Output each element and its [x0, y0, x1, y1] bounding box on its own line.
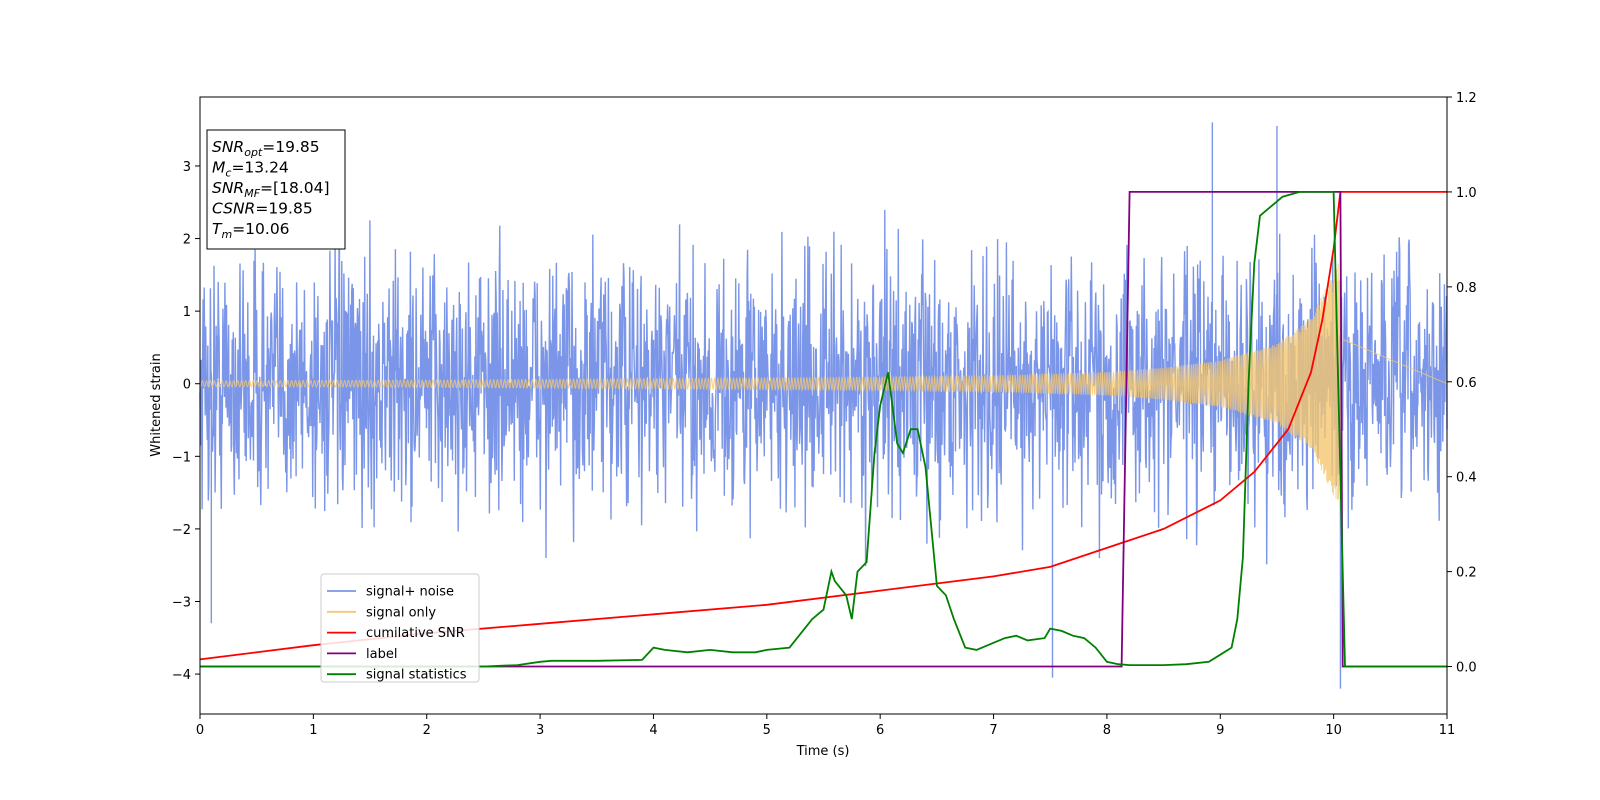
y2-axis-ticks: 0.0 0.2 0.4 0.6 0.8 1.0 1.2: [1447, 91, 1477, 676]
legend-label: label: [366, 647, 397, 662]
x-tick-label: 8: [1103, 723, 1111, 738]
y-tick-label: −3: [172, 595, 191, 610]
y2-tick-label: 0.4: [1456, 471, 1477, 486]
signal-only-series-line: [199, 264, 1448, 500]
y-tick-label: −1: [172, 450, 191, 465]
right-axis-series-layer: [199, 190, 1447, 668]
y2-tick-label: 0.8: [1456, 281, 1477, 296]
y-tick-label: 0: [183, 378, 191, 393]
annotation-line: Tm=10.06: [212, 220, 290, 241]
x-tick-label: 1: [309, 723, 317, 738]
x-axis-label: Time (s): [796, 744, 850, 759]
cumilative-snr-series-line: [199, 190, 1447, 661]
legend-label: signal+ noise: [366, 585, 454, 600]
x-axis-ticks: 0 1 2 3 4 5 6 7 8 9 10 11: [196, 714, 1455, 738]
y-tick-label: 1: [183, 305, 191, 320]
annotation-line: SNRopt=19.85: [212, 138, 320, 159]
legend-label: signal only: [366, 605, 436, 620]
y-tick-label: 2: [183, 233, 191, 248]
legend-label: cumilative SNR: [366, 626, 465, 641]
annotation-line: CSNR=19.85: [212, 200, 313, 218]
x-tick-label: 6: [876, 723, 884, 738]
annotation-box: SNRopt=19.85Mc=13.24SNRMF=[18.04]CSNR=19…: [206, 129, 346, 250]
y-tick-label: −4: [172, 668, 191, 683]
annotation-line: Mc=13.24: [212, 159, 289, 180]
signal-only-series-layer: [199, 264, 1448, 500]
y2-tick-label: 0.0: [1456, 661, 1477, 676]
plot-area-frame: [199, 96, 1448, 715]
x-tick-label: 5: [763, 723, 771, 738]
y-axis-ticks: −4 −3 −2 −1 0 1 2 3: [172, 160, 200, 683]
x-tick-label: 11: [1439, 723, 1456, 738]
x-tick-label: 0: [196, 723, 204, 738]
x-tick-label: 2: [423, 723, 431, 738]
y-tick-label: −2: [172, 523, 191, 538]
y-axis-label: Whitened strain: [149, 353, 164, 456]
x-tick-label: 7: [989, 723, 997, 738]
x-tick-label: 9: [1216, 723, 1224, 738]
annotation-line: SNRMF=[18.04]: [212, 179, 330, 200]
x-tick-label: 10: [1325, 723, 1342, 738]
legend-label: signal statistics: [366, 668, 467, 683]
y2-tick-label: 1.0: [1456, 186, 1477, 201]
legend: signal+ noise signal only cumilative SNR la…: [320, 573, 480, 683]
y-tick-label: 3: [183, 160, 191, 175]
y2-tick-label: 0.6: [1456, 376, 1477, 391]
x-tick-label: 4: [649, 723, 657, 738]
y2-tick-label: 1.2: [1456, 91, 1477, 106]
x-tick-label: 3: [536, 723, 544, 738]
y2-tick-label: 0.2: [1456, 566, 1477, 581]
signal-statistics-series-line: [200, 190, 1447, 668]
